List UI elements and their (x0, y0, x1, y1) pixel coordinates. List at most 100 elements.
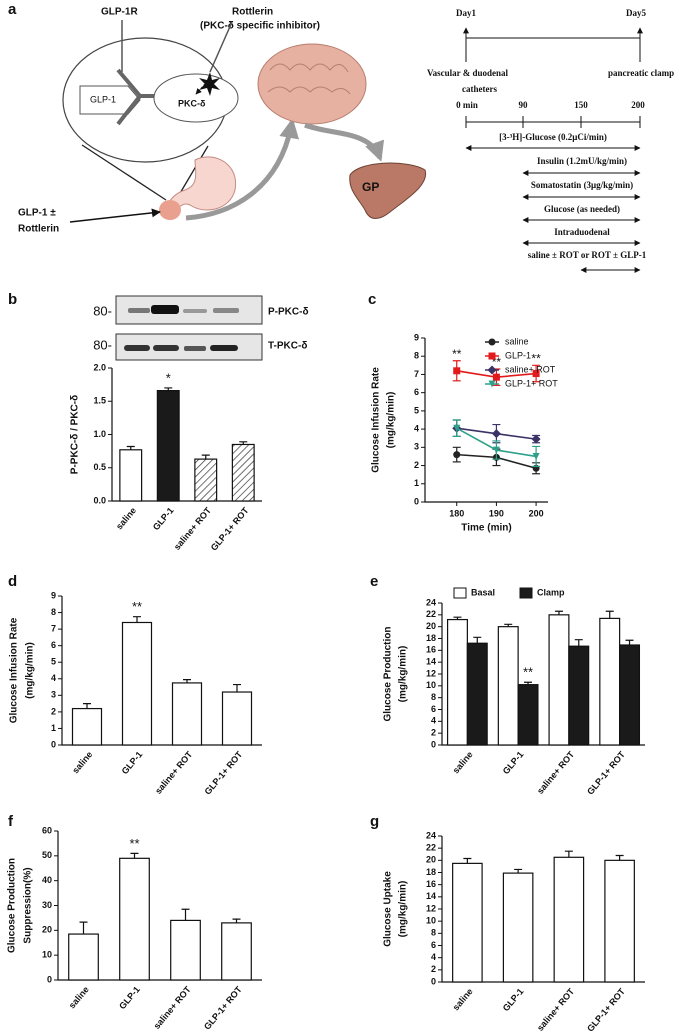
bar (452, 862, 483, 983)
panel-letter: e (370, 573, 378, 590)
y-tick-label: 6 (431, 704, 436, 714)
kinase-label: PKC-δ (178, 98, 206, 108)
bar (170, 919, 201, 981)
x-tick-label: GLP-1+ ROT (209, 505, 251, 553)
y-tick-label: 30 (42, 900, 52, 910)
y-axis-label: (mg/kg/min) (398, 881, 409, 938)
y-tick-label: 14 (426, 891, 436, 901)
point (453, 451, 461, 459)
y-tick-label: 9 (51, 590, 56, 600)
bar (446, 618, 468, 746)
point (453, 424, 461, 432)
time-label: 0 min (456, 100, 478, 110)
legend-marker (488, 338, 496, 346)
y-axis-label: Glucose Uptake (383, 871, 394, 947)
error-bar (232, 918, 241, 923)
time-label: 90 (519, 100, 529, 110)
annotation: * (166, 370, 171, 385)
y-axis-label: (mg/kg/min) (25, 642, 36, 699)
y-tick-label: 0 (51, 739, 56, 749)
y-tick-label: 10 (426, 916, 436, 926)
x-tick-label: GLP-1+ ROT (585, 986, 627, 1034)
x-tick-label: saline+ ROT (535, 986, 577, 1033)
infusion-label: Somatostatin (3μg/kg/min) (531, 180, 633, 190)
point (492, 373, 500, 381)
x-tick-label: saline (451, 986, 475, 1012)
day-label: Day5 (626, 8, 646, 18)
point (491, 429, 501, 439)
infusion-label: Glucose (as needed) (544, 204, 620, 214)
x-tick-label: saline+ ROT (153, 749, 195, 796)
arrow (304, 122, 385, 162)
y-tick-label: 12 (426, 668, 436, 678)
error-bar (514, 868, 523, 874)
legend-label: saline+ ROT (505, 364, 556, 374)
y-tick-label: 0.0 (93, 495, 106, 505)
y-tick-label: 10 (42, 950, 52, 960)
y-axis-label: (mg/kg/min) (398, 646, 409, 703)
infusion-label: [3-³H]-Glucose (0.2μCi/min) (499, 132, 607, 142)
error-bar (201, 454, 210, 460)
y-tick-label: 7 (414, 369, 419, 379)
bar (553, 856, 585, 983)
y-tick-label: 6 (431, 940, 436, 950)
organ-label: GP (362, 180, 379, 194)
bar (171, 682, 203, 746)
x-tick-label: GLP-1+ ROT (585, 749, 627, 797)
y-tick-label: 1 (51, 723, 56, 733)
error-bar (233, 683, 241, 693)
x-tick-label: 180 (449, 508, 464, 518)
y-tick-label: 40 (42, 875, 52, 885)
annotation: ** (452, 347, 462, 361)
annotation: ** (132, 599, 142, 614)
bar (119, 449, 143, 502)
x-tick-label: GLP-1+ ROT (202, 984, 244, 1032)
blot-band (151, 305, 179, 314)
star (199, 72, 220, 96)
treatment-label: Rottlerin (18, 224, 59, 235)
liver (349, 162, 427, 219)
panel-letter: d (8, 573, 17, 590)
legend-label: GLP-1+ ROT (505, 378, 558, 388)
x-tick-label: saline (114, 505, 138, 531)
y-tick-label: 1.0 (93, 429, 106, 439)
stomach (165, 156, 237, 219)
blot-band (210, 345, 238, 351)
bar (497, 626, 519, 746)
x-tick-label: GLP-1 (120, 749, 145, 776)
bar (502, 872, 534, 983)
y-tick-label: 18 (426, 867, 436, 877)
blot-label: T-PKC-δ (268, 341, 307, 352)
inhibitor-note: (PKC-δ specific inhibitor) (200, 21, 320, 32)
panel-letter: g (370, 813, 379, 830)
bar (194, 458, 218, 502)
y-tick-label: 10 (426, 680, 436, 690)
y-tick-label: 9 (414, 332, 419, 342)
y-tick-label: 2 (51, 706, 56, 716)
brain (257, 43, 367, 125)
legend-swatch (453, 587, 467, 599)
y-tick-label: 20 (42, 925, 52, 935)
bar (619, 644, 641, 746)
panel-letter: c (368, 291, 376, 308)
y-axis-label: Glucose Production (7, 858, 18, 953)
bar (156, 390, 180, 502)
blot-marker: 80- (93, 303, 112, 318)
y-axis-label: Glucose Infusion Rate (371, 367, 382, 473)
blot-band (124, 345, 150, 351)
infusion-label: saline ± ROT or ROT ± GLP-1 (528, 250, 647, 260)
time-label: 200 (631, 100, 645, 110)
bar (119, 857, 150, 981)
pointer (209, 21, 233, 73)
legend-label: Clamp (537, 587, 565, 597)
y-axis-label: Suppression(%) (23, 867, 34, 943)
point (531, 434, 541, 444)
y-tick-label: 7 (51, 623, 56, 633)
annotation: ** (129, 836, 139, 851)
y-tick-label: 4 (51, 673, 56, 683)
x-tick-label: GLP-1 (117, 984, 142, 1011)
event-label: Vascular & duodenal (427, 68, 509, 78)
error-bar (574, 639, 583, 647)
y-tick-label: 50 (42, 850, 52, 860)
error-bar (181, 908, 190, 921)
